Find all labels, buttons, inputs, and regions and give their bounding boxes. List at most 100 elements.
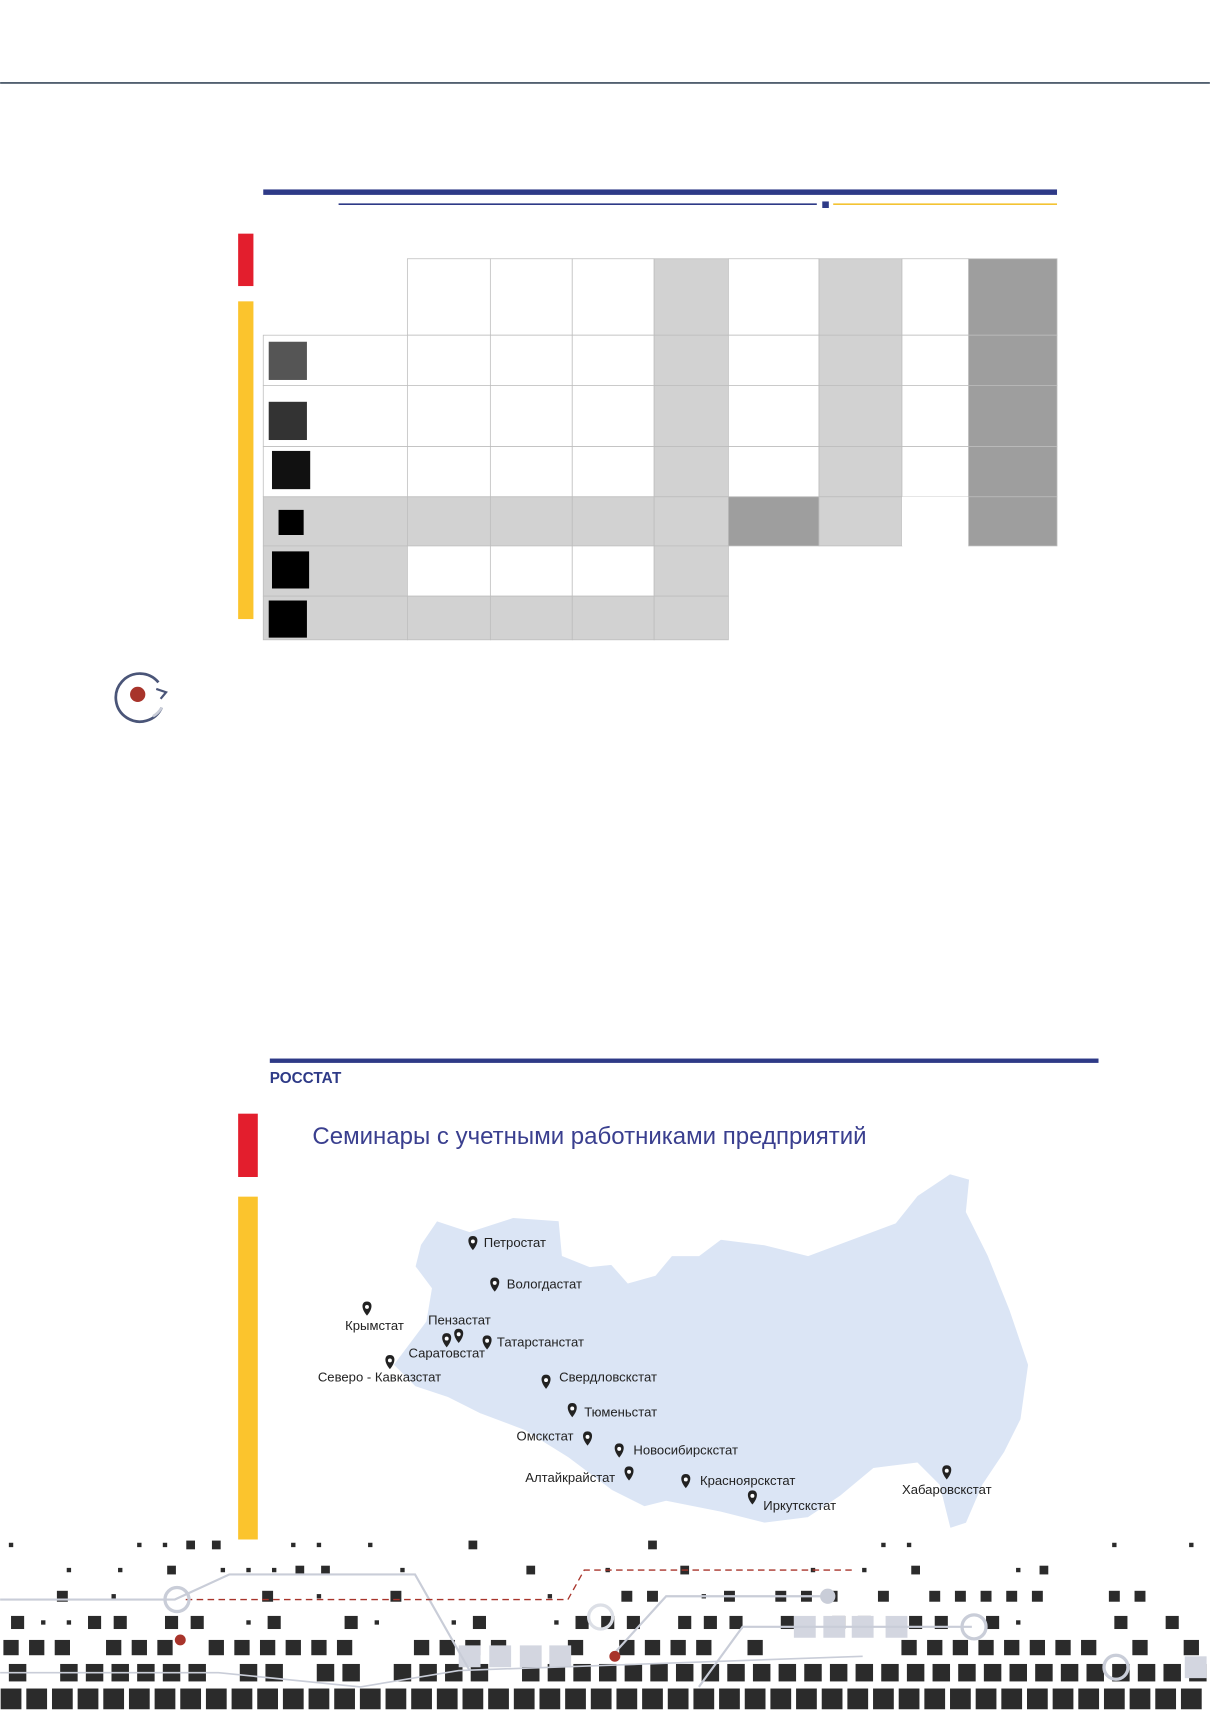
- table-cell: [406, 334, 491, 386]
- deco-square: [419, 1663, 437, 1682]
- deco-square: [390, 1590, 402, 1602]
- deco-square: [208, 1639, 224, 1656]
- deco-square: [1103, 1688, 1125, 1710]
- map-pin-dot: [585, 1434, 590, 1439]
- deco-square: [1031, 1590, 1043, 1602]
- deco-square: [526, 1565, 536, 1575]
- deco-square: [898, 1688, 920, 1710]
- deco-square: [567, 1639, 584, 1656]
- deco-square: [3, 1639, 19, 1656]
- deco-square: [157, 1639, 173, 1656]
- deco-square: [958, 1663, 976, 1682]
- deco-square: [927, 1639, 943, 1656]
- deco-square: [678, 1615, 692, 1630]
- deco-square: [445, 1663, 463, 1682]
- deco-square: [950, 1688, 971, 1710]
- deco-square: [336, 1639, 353, 1656]
- table-cell: [653, 595, 729, 641]
- map-pin-dot: [627, 1469, 631, 1474]
- red-accent: [238, 1113, 258, 1177]
- deco-square: [393, 1663, 412, 1682]
- deco-square: [549, 1645, 572, 1668]
- deco-square: [619, 1639, 635, 1656]
- deco-square: [164, 1615, 179, 1630]
- deco-square: [829, 1663, 848, 1682]
- deco-square: [975, 1688, 997, 1710]
- row-icon: [268, 600, 307, 638]
- map-label: Красноярскстат: [700, 1473, 795, 1488]
- table-cell: [968, 446, 1058, 498]
- deco-square: [282, 1688, 304, 1710]
- map-label: Татарстанстат: [497, 1334, 584, 1349]
- deco-square: [56, 1590, 68, 1602]
- table-cell: [489, 496, 573, 547]
- map-label: Саратовстат: [408, 1345, 485, 1360]
- deco-square: [1137, 1663, 1156, 1682]
- deco-square: [411, 1688, 432, 1710]
- deco-square: [359, 1688, 381, 1710]
- deco-square: [667, 1688, 689, 1710]
- deco-square: [1039, 1565, 1049, 1575]
- deco-square: [621, 1590, 633, 1602]
- table-cell: [968, 496, 1058, 547]
- table: [262, 258, 1058, 641]
- deco-square: [342, 1663, 360, 1682]
- deco-square: [804, 1663, 822, 1682]
- deco-square: [259, 1639, 276, 1656]
- map-pin-dot: [485, 1338, 490, 1343]
- deco-square: [590, 1688, 612, 1710]
- row-icon: [271, 450, 311, 490]
- deco-square: [598, 1663, 617, 1682]
- deco-square: [246, 1567, 251, 1573]
- deco-square: [650, 1663, 668, 1682]
- table-cell: [818, 385, 903, 447]
- deco-square: [291, 1542, 296, 1548]
- deco-square: [451, 1620, 456, 1625]
- deco-square: [262, 1590, 274, 1602]
- deco-square: [239, 1663, 258, 1682]
- deco-square: [1184, 1656, 1207, 1679]
- table-cell: [818, 258, 903, 336]
- deco-square: [911, 1565, 920, 1575]
- red-accent: [238, 233, 254, 287]
- deco-square: [489, 1645, 512, 1668]
- deco-square: [113, 1615, 127, 1630]
- deco-square: [439, 1639, 455, 1656]
- deco-square: [929, 1590, 941, 1602]
- map-label: Омскстат: [517, 1428, 574, 1443]
- deco-square: [1055, 1639, 1071, 1656]
- map-label: Хабаровскстат: [902, 1482, 992, 1497]
- deco-square: [877, 1590, 889, 1602]
- deco-square: [1108, 1590, 1120, 1602]
- deco-square: [644, 1639, 661, 1656]
- deco-square: [186, 1540, 196, 1550]
- map-label: Свердловскстат: [559, 1369, 657, 1384]
- deco-square: [106, 1639, 122, 1656]
- deco-square: [1114, 1615, 1128, 1630]
- deco-square: [693, 1688, 715, 1710]
- deco-square: [513, 1688, 535, 1710]
- map-pin-dot: [750, 1493, 755, 1498]
- table-cell: [727, 258, 820, 336]
- deco-square: [873, 1688, 894, 1710]
- deco-square: [234, 1639, 250, 1656]
- deco-square: [462, 1688, 484, 1710]
- map-label: Северо - Кавказстат: [318, 1369, 441, 1384]
- deco-square: [703, 1615, 717, 1630]
- map-label: Пензастат: [428, 1313, 491, 1328]
- map-label: Вологдастат: [507, 1277, 582, 1292]
- deco-square: [616, 1688, 638, 1710]
- agency-name: РОССТАТ: [270, 1070, 342, 1087]
- deco-square: [316, 1594, 322, 1599]
- table-cell: [818, 496, 903, 547]
- map-label: Алтайкрайстат: [525, 1470, 615, 1485]
- deco-square: [752, 1663, 771, 1682]
- deco-square: [231, 1688, 253, 1710]
- deco-square: [190, 1615, 204, 1630]
- deco-square: [647, 1590, 658, 1602]
- table-cell: [727, 496, 820, 547]
- deco-square: [1134, 1590, 1146, 1602]
- map-label: Петростат: [484, 1235, 546, 1250]
- deco-square: [539, 1688, 561, 1710]
